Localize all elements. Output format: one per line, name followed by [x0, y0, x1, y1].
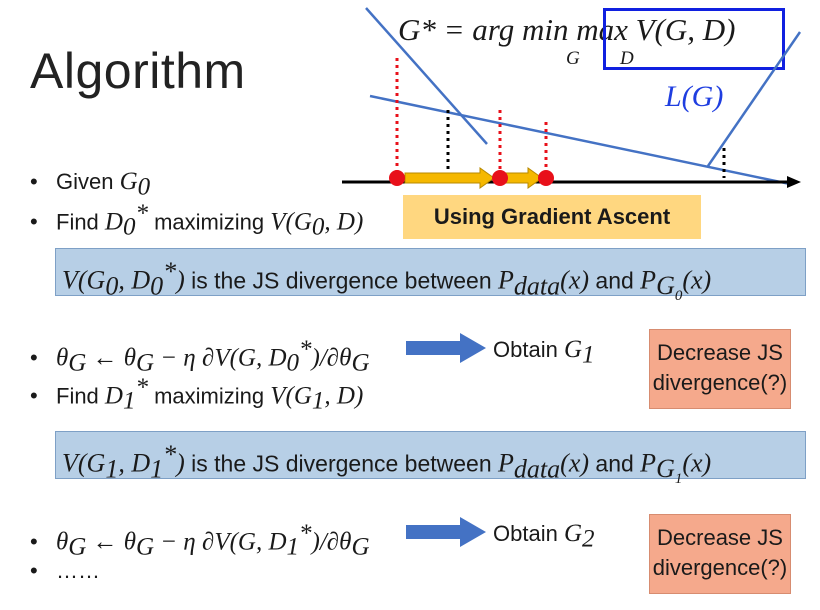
- x-axis-arrowhead: [787, 176, 801, 188]
- red-dot-2: [492, 170, 508, 186]
- blue-line-steep: [365, 7, 488, 145]
- lg-diagram: [342, 7, 802, 189]
- gradient-ascent-box: Using Gradient Ascent: [403, 195, 701, 239]
- bullet-given: • Given G0: [30, 168, 151, 201]
- formula-lhs: G*: [398, 12, 436, 47]
- formula-rhs: = arg min max V(G, D): [443, 12, 736, 47]
- red-dot-3: [538, 170, 554, 186]
- decrease-js-box-2: Decrease JS divergence(?): [649, 514, 791, 594]
- formula-sub-min: G: [566, 48, 580, 69]
- js-divergence-box-1: V(G0, D0*) is the JS divergence between …: [55, 248, 806, 304]
- formula-sub-max: D: [620, 48, 634, 69]
- decrease-js-box-1: Decrease JS divergence(?): [649, 329, 791, 409]
- js-divergence-box-2: V(G1, D1*) is the JS divergence between …: [55, 431, 806, 487]
- objective-formula: G* = arg min max V(G, D) G D: [398, 12, 736, 69]
- blue-arrow-2: [406, 517, 486, 547]
- obtain-g2: Obtain G2: [493, 520, 595, 553]
- bullet-find-d1: • Find D1* maximizing V(G1, D): [30, 374, 364, 415]
- bullet-find-d0: • Find D0* maximizing V(G0, D): [30, 200, 364, 241]
- curve-label: L(G): [665, 80, 724, 113]
- bullet-update-theta-1: • θG ← θG − η ∂V(G, D0*)/∂θG: [30, 336, 370, 377]
- red-dot-1: [389, 170, 405, 186]
- obtain-g1: Obtain G1: [493, 336, 595, 369]
- yellow-arrow-1: [404, 167, 495, 189]
- bullet-update-theta-2: • θG ← θG − η ∂V(G, D1*)/∂θG: [30, 520, 370, 561]
- blue-line-shallow: [369, 94, 791, 186]
- slide-title: Algorithm: [30, 43, 246, 99]
- max-highlight-box: [603, 8, 785, 70]
- blue-arrow-1: [406, 333, 486, 363]
- bullet-ellipsis: •……: [30, 558, 100, 583]
- yellow-arrow-2: [504, 167, 543, 189]
- blue-line-right: [706, 31, 802, 167]
